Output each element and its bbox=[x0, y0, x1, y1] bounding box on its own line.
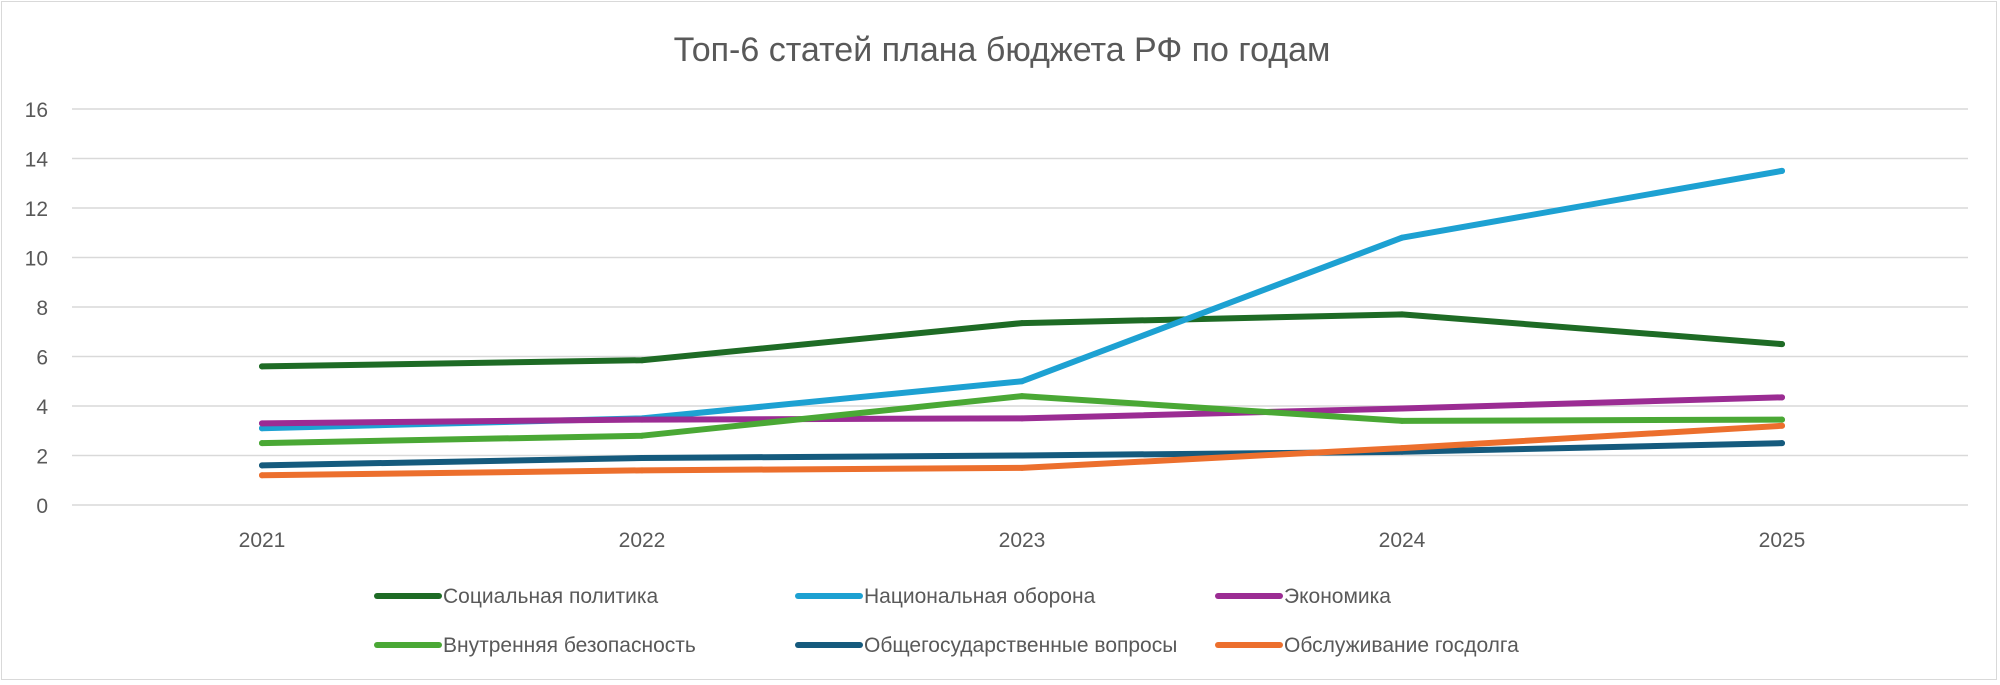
x-axis: 2021 2022 2023 2024 2025 bbox=[239, 529, 1806, 552]
legend-label: Национальная оборона bbox=[864, 585, 1096, 608]
x-tick-label: 2023 bbox=[999, 529, 1046, 552]
data-point bbox=[639, 416, 645, 423]
legend-item: Социальная политика bbox=[374, 585, 659, 608]
y-tick-label: 6 bbox=[36, 347, 48, 370]
data-point bbox=[1779, 422, 1785, 429]
data-point bbox=[1019, 378, 1025, 385]
data-point bbox=[1019, 320, 1025, 327]
legend: Социальная политика Национальная оборона Э… bbox=[374, 585, 1519, 657]
x-tick-label: 2025 bbox=[1759, 529, 1806, 552]
data-point bbox=[1779, 394, 1785, 401]
chart-title: Топ-6 статей плана бюджета РФ по годам bbox=[674, 31, 1331, 69]
data-point bbox=[1019, 452, 1025, 459]
data-point bbox=[259, 472, 265, 479]
y-tick-label: 8 bbox=[36, 297, 48, 320]
data-point bbox=[259, 363, 265, 370]
data-point bbox=[259, 420, 265, 427]
y-tick-label: 10 bbox=[25, 248, 48, 271]
data-point bbox=[639, 432, 645, 439]
grid-layer bbox=[72, 108, 1968, 506]
data-point bbox=[1779, 167, 1785, 174]
x-tick-label: 2024 bbox=[1379, 529, 1426, 552]
data-point bbox=[1399, 311, 1405, 318]
data-point bbox=[1019, 415, 1025, 422]
y-tick-label: 16 bbox=[25, 99, 48, 122]
series-layer bbox=[259, 167, 1785, 479]
data-point bbox=[259, 462, 265, 469]
legend-item: Экономика bbox=[1215, 585, 1391, 608]
y-tick-label: 12 bbox=[25, 198, 48, 221]
legend-item: Внутренняя безопасность bbox=[374, 634, 696, 657]
x-tick-label: 2021 bbox=[239, 529, 286, 552]
data-point bbox=[639, 454, 645, 461]
data-point bbox=[1399, 417, 1405, 424]
data-point bbox=[1019, 393, 1025, 400]
legend-item: Обслуживание госдолга bbox=[1215, 634, 1519, 657]
y-tick-label: 2 bbox=[36, 446, 48, 469]
legend-label: Внутренняя безопасность bbox=[443, 634, 696, 657]
data-point bbox=[639, 467, 645, 474]
y-axis: 0 2 4 6 8 10 12 14 16 bbox=[25, 99, 49, 518]
x-tick-label: 2022 bbox=[619, 529, 666, 552]
data-point bbox=[1399, 405, 1405, 412]
y-tick-label: 4 bbox=[36, 396, 48, 419]
legend-label: Экономика bbox=[1284, 585, 1391, 608]
y-tick-label: 0 bbox=[36, 495, 48, 518]
legend-label: Социальная политика bbox=[443, 585, 659, 608]
legend-item: Общегосударственные вопросы bbox=[795, 634, 1177, 657]
y-tick-label: 14 bbox=[25, 149, 49, 172]
legend-label: Обслуживание госдолга bbox=[1284, 634, 1519, 657]
legend-label: Общегосударственные вопросы bbox=[864, 634, 1177, 657]
data-point bbox=[1399, 445, 1405, 452]
data-point bbox=[639, 357, 645, 364]
data-point bbox=[1399, 234, 1405, 241]
series-line-2 bbox=[259, 167, 1785, 432]
data-point bbox=[259, 425, 265, 432]
data-point bbox=[1779, 341, 1785, 348]
data-point bbox=[1779, 440, 1785, 447]
data-point bbox=[1019, 464, 1025, 471]
data-point bbox=[1779, 416, 1785, 423]
legend-item: Национальная оборона bbox=[795, 585, 1096, 608]
data-point bbox=[259, 440, 265, 447]
